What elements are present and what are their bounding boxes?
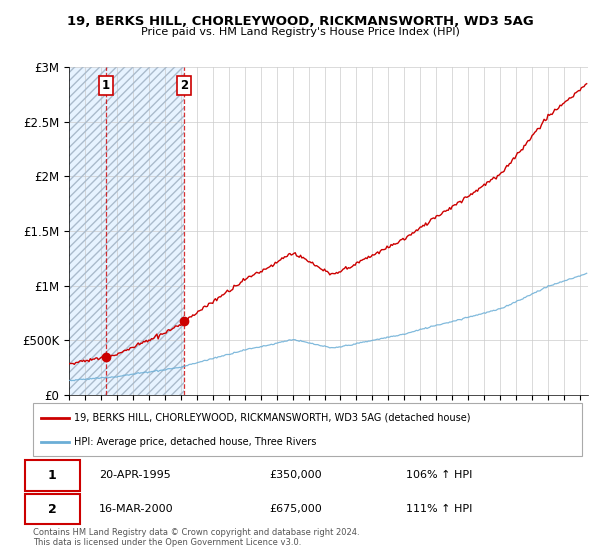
Bar [69,67,106,395]
Text: 19, BERKS HILL, CHORLEYWOOD, RICKMANSWORTH, WD3 5AG: 19, BERKS HILL, CHORLEYWOOD, RICKMANSWOR… [67,15,533,27]
Text: 19, BERKS HILL, CHORLEYWOOD, RICKMANSWORTH, WD3 5AG (detached house): 19, BERKS HILL, CHORLEYWOOD, RICKMANSWOR… [74,413,470,423]
Bar [69,67,106,395]
Text: 1: 1 [101,78,110,92]
Text: 106% ↑ HPI: 106% ↑ HPI [406,470,473,480]
FancyBboxPatch shape [25,460,80,491]
Bar [106,67,184,395]
Text: 2: 2 [48,502,56,516]
Text: £350,000: £350,000 [269,470,322,480]
Text: HPI: Average price, detached house, Three Rivers: HPI: Average price, detached house, Thre… [74,437,317,447]
Text: 1: 1 [48,469,56,482]
Text: 16-MAR-2000: 16-MAR-2000 [99,504,173,514]
FancyBboxPatch shape [33,403,582,456]
FancyBboxPatch shape [25,494,80,524]
Text: £675,000: £675,000 [269,504,322,514]
Text: Contains HM Land Registry data © Crown copyright and database right 2024.
This d: Contains HM Land Registry data © Crown c… [33,528,359,548]
Text: 20-APR-1995: 20-APR-1995 [99,470,170,480]
Text: Price paid vs. HM Land Registry's House Price Index (HPI): Price paid vs. HM Land Registry's House … [140,27,460,37]
Text: 2: 2 [180,78,188,92]
Bar [106,67,184,395]
Text: 111% ↑ HPI: 111% ↑ HPI [406,504,473,514]
